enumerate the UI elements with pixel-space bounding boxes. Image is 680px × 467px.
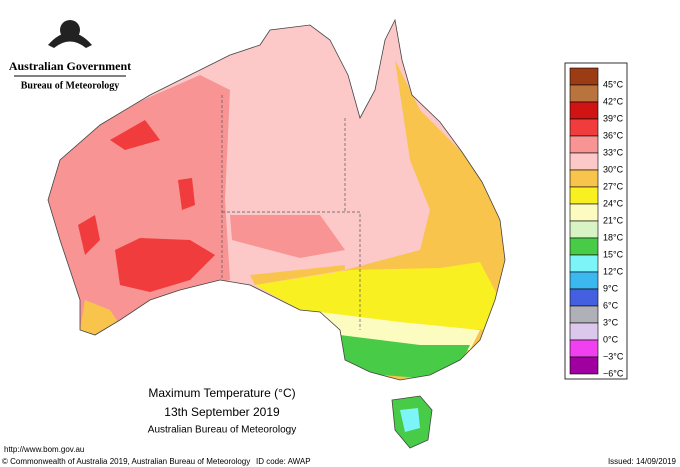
emblem (48, 20, 92, 48)
caption-title: Maximum Temperature (°C) (148, 386, 295, 400)
caption-source: Australian Bureau of Meteorology (148, 425, 296, 436)
header-title: Australian Government (9, 59, 131, 73)
legend-label: 27°C (603, 181, 624, 191)
legend-swatch (569, 203, 599, 222)
legend-swatch (569, 101, 599, 120)
legend-label: 12°C (603, 266, 624, 276)
legend-swatch (569, 152, 599, 171)
caption-date: 13th September 2019 (164, 405, 280, 419)
footer-copyright: © Commonwealth of Australia 2019, Austra… (2, 457, 250, 466)
header-subtitle: Bureau of Meteorology (21, 80, 120, 91)
legend-label: 36°C (603, 130, 624, 140)
legend-label: 15°C (603, 249, 624, 259)
legend-label: 30°C (603, 164, 624, 174)
legend-swatch (569, 254, 599, 273)
legend-swatch (569, 356, 599, 375)
legend: 45°C 42°C 39°C 36°C 33°C 30°C 27°C 24°C 21°C 18°C… (564, 62, 628, 380)
legend-label: 6°C (603, 300, 619, 310)
legend-label: 0°C (603, 334, 619, 344)
legend-swatch (569, 220, 599, 239)
legend-swatch (569, 305, 599, 324)
legend-label: 45°C (603, 79, 624, 89)
footer-url: http://www.bom.gov.au (4, 445, 84, 454)
legend-label: 39°C (603, 113, 624, 123)
legend-swatch (569, 118, 599, 137)
legend-label: 3°C (603, 317, 619, 327)
legend-label: −3°C (603, 351, 624, 361)
legend-swatch (569, 339, 599, 358)
legend-label: 33°C (603, 147, 624, 157)
legend-swatch (569, 322, 599, 341)
legend-swatch (569, 271, 599, 290)
footer-id: ID code: AWAP (256, 457, 311, 466)
legend-swatch (569, 67, 599, 86)
legend-swatch (569, 169, 599, 188)
legend-swatch (569, 237, 599, 256)
legend-label: −6°C (603, 368, 624, 378)
legend-label: 9°C (603, 283, 619, 293)
legend-label: 24°C (603, 198, 624, 208)
legend-swatch (569, 135, 599, 154)
legend-swatch (569, 288, 599, 307)
legend-label: 21°C (603, 215, 624, 225)
footer-issued: Issued: 14/09/2019 (608, 457, 677, 466)
legend-swatch (569, 84, 599, 103)
legend-label: 42°C (603, 96, 624, 106)
legend-label: 18°C (603, 232, 624, 242)
legend-swatch (569, 186, 599, 205)
